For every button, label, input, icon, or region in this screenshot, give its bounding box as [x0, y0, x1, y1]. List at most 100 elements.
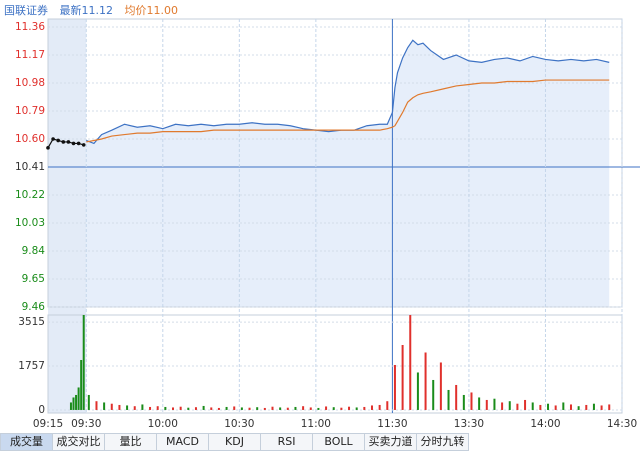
y-tick-label: 10.41 [15, 161, 45, 173]
volume-bar [87, 394, 90, 410]
volume-bar [194, 407, 197, 410]
auction-dot [66, 140, 71, 144]
volume-tick-label: 3515 [18, 316, 45, 328]
y-tick-label: 10.60 [15, 133, 45, 145]
tab[interactable]: MACD [157, 433, 209, 451]
tab[interactable]: KDJ [209, 433, 261, 451]
volume-bar [416, 372, 419, 410]
volume-bar [141, 404, 144, 410]
volume-tick-label: 0 [38, 404, 45, 416]
volume-bar [409, 315, 412, 410]
x-tick-label: 14:00 [530, 418, 560, 430]
volume-bar [447, 389, 450, 410]
volume-bar [317, 407, 320, 410]
volume-frame [47, 314, 623, 414]
volume-bar [271, 406, 274, 410]
volume-bar [363, 406, 366, 410]
volume-bar [432, 379, 435, 410]
auction-dot [51, 137, 55, 141]
y-tick-label: 11.36 [15, 21, 45, 33]
volume-bar [149, 406, 152, 410]
volume-bar [302, 406, 305, 410]
volume-bar [455, 384, 458, 410]
volume-bar [470, 392, 473, 410]
volume-bar [478, 397, 481, 410]
price-line [86, 79, 610, 143]
volume-bar [248, 407, 251, 410]
volume-bar [569, 404, 572, 410]
volume-bar [225, 406, 228, 410]
pre-market-shade [48, 19, 87, 413]
avg-label: 均价 [124, 4, 147, 17]
tab[interactable]: BOLL [313, 433, 365, 451]
volume-bar [72, 397, 75, 410]
tab[interactable]: 成交对比 [53, 433, 105, 451]
volume-bar [386, 401, 389, 410]
volume-bar [80, 359, 83, 410]
volume-bar [156, 406, 159, 410]
volume-bar [233, 406, 236, 410]
tab[interactable]: 买卖力道 [365, 433, 417, 451]
x-tick-label: 09:30 [71, 418, 101, 430]
x-tick-label: 10:00 [148, 418, 178, 430]
volume-bar [187, 407, 190, 410]
tab[interactable]: RSI [261, 433, 313, 451]
x-tick-label: 11:00 [301, 418, 331, 430]
volume-bar [501, 402, 504, 410]
volume-bar [240, 407, 243, 410]
volume-bar [600, 405, 603, 410]
volume-bar [424, 352, 427, 410]
volume-bar [286, 407, 289, 410]
x-tick-label: 14:30 [607, 418, 637, 430]
latest-value: 11.12 [81, 4, 114, 17]
tab[interactable]: 量比 [105, 433, 157, 451]
auction-dot [76, 141, 81, 146]
volume-bar [75, 394, 78, 410]
volume-bar [370, 405, 373, 410]
volume-bar [77, 387, 80, 410]
y-tick-label: 10.03 [15, 217, 45, 229]
volume-bar [256, 407, 259, 410]
y-tick-label: 10.22 [15, 189, 45, 201]
auction-dot [81, 143, 86, 147]
volume-bar [539, 404, 542, 410]
volume-bar [133, 406, 136, 410]
volume-bar [172, 407, 175, 410]
volume-bar [263, 407, 266, 410]
volume-bar [439, 362, 442, 410]
volume-bar [516, 403, 519, 410]
volume-bar [95, 401, 98, 410]
volume-bar [393, 364, 396, 410]
volume-bar [340, 407, 343, 410]
auction-dot [56, 138, 61, 143]
volume-bar [179, 406, 182, 410]
volume-bar [485, 399, 488, 410]
volume-bar [348, 406, 351, 410]
auction-dot [71, 141, 76, 146]
x-tick-label: 13:30 [454, 418, 484, 430]
volume-bar [585, 404, 588, 410]
avg-value: 11.00 [146, 4, 179, 17]
price-frame [47, 18, 623, 308]
y-tick-label: 9.84 [22, 245, 46, 257]
volume-bar [332, 407, 335, 410]
tab[interactable]: 分时九转 [417, 433, 469, 451]
y-tick-label: 9.46 [22, 301, 46, 313]
volume-bar [608, 404, 611, 410]
volume-bar [126, 405, 129, 410]
volume-bar [217, 407, 220, 410]
volume-bar [401, 345, 404, 410]
volume-bar [279, 407, 282, 410]
x-tick-label: 10:30 [224, 418, 254, 430]
volume-bar [531, 402, 534, 410]
tab[interactable]: 成交量 [0, 433, 53, 451]
volume-bar [562, 402, 565, 410]
volume-bar [592, 403, 595, 410]
y-tick-label: 9.65 [22, 273, 45, 285]
x-tick-label: 11:30 [377, 418, 407, 430]
volume-bar [355, 407, 358, 410]
volume-bar [110, 403, 113, 410]
y-tick-label: 11.17 [15, 49, 45, 61]
volume-bar [82, 315, 85, 410]
volume-bar [462, 394, 465, 410]
